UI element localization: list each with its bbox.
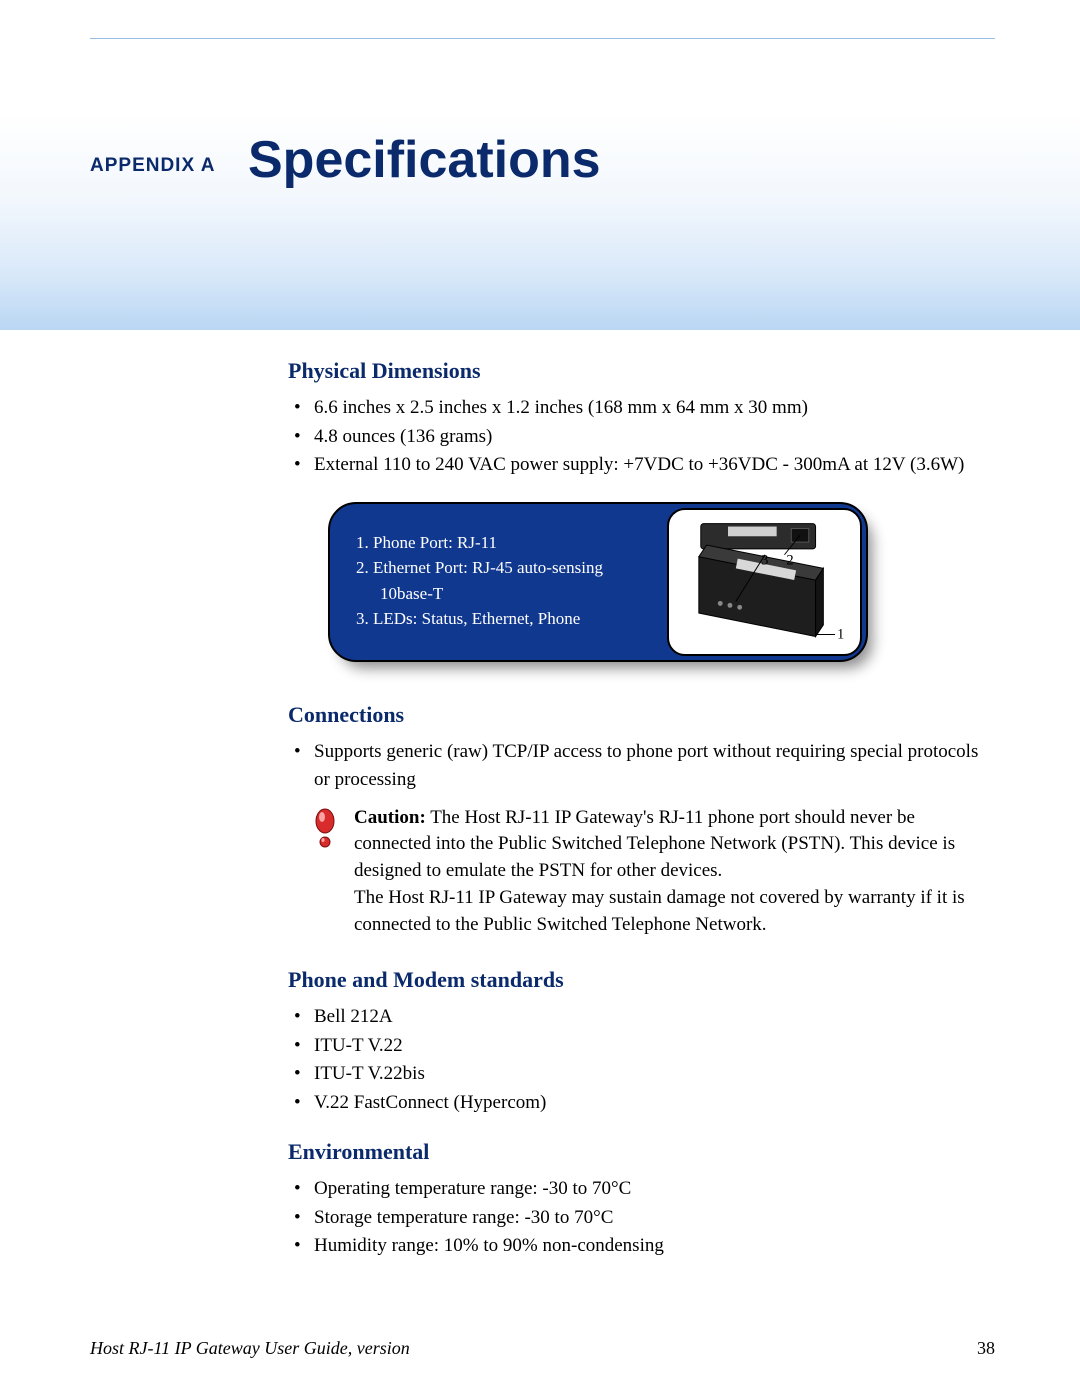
top-rule (90, 38, 995, 39)
callout-2: 2 (786, 552, 793, 568)
content-area: Physical Dimensions 6.6 inches x 2.5 inc… (288, 358, 990, 1283)
device-photo: 1 2 3 (667, 508, 862, 656)
caution-label: Caution: (354, 807, 426, 828)
appendix-title: Specifications (248, 130, 601, 190)
footer: Host RJ-11 IP Gateway User Guide, versio… (90, 1338, 995, 1359)
connections-list: Supports generic (raw) TCP/IP access to … (288, 738, 990, 795)
list-item: 4.8 ounces (136 grams) (288, 423, 990, 452)
list-item: ITU-T V.22bis (288, 1060, 990, 1089)
callout-3: 3 (761, 552, 768, 568)
list-item: Supports generic (raw) TCP/IP access to … (288, 738, 990, 795)
caution-body-1: The Host RJ-11 IP Gateway's RJ-11 phone … (354, 807, 955, 882)
figure-legend-item: 3. LEDs: Status, Ethernet, Phone (356, 606, 646, 632)
figure-legend-item: 1. Phone Port: RJ-11 (356, 530, 646, 556)
physical-list: 6.6 inches x 2.5 inches x 1.2 inches (16… (288, 394, 990, 480)
caution-icon (310, 805, 340, 940)
heading-physical-dimensions: Physical Dimensions (288, 358, 990, 384)
list-item: 6.6 inches x 2.5 inches x 1.2 inches (16… (288, 394, 990, 423)
heading-environmental: Environmental (288, 1139, 990, 1165)
caution-block: Caution: The Host RJ-11 IP Gateway's RJ-… (310, 805, 990, 940)
figure-legend: 1. Phone Port: RJ-11 2. Ethernet Port: R… (356, 530, 646, 632)
device-figure: 1. Phone Port: RJ-11 2. Ethernet Port: R… (328, 502, 868, 672)
callout-1: 1 (837, 626, 844, 642)
footer-page-number: 38 (977, 1338, 995, 1359)
list-item: Operating temperature range: -30 to 70°C (288, 1175, 990, 1204)
appendix-label: APPENDIX A (90, 155, 215, 177)
list-item: Bell 212A (288, 1003, 990, 1032)
heading-connections: Connections (288, 702, 990, 728)
standards-list: Bell 212A ITU-T V.22 ITU-T V.22bis V.22 … (288, 1003, 990, 1117)
caution-text: Caution: The Host RJ-11 IP Gateway's RJ-… (354, 805, 990, 940)
list-item: Humidity range: 10% to 90% non-condensin… (288, 1232, 990, 1261)
environmental-list: Operating temperature range: -30 to 70°C… (288, 1175, 990, 1261)
list-item: External 110 to 240 VAC power supply: +7… (288, 451, 990, 480)
figure-legend-item: 2. Ethernet Port: RJ-45 auto-sensing 10b… (356, 555, 646, 606)
footer-doc-title: Host RJ-11 IP Gateway User Guide, versio… (90, 1338, 410, 1359)
list-item: V.22 FastConnect (Hypercom) (288, 1089, 990, 1118)
list-item: Storage temperature range: -30 to 70°C (288, 1204, 990, 1233)
heading-standards: Phone and Modem standards (288, 967, 990, 993)
list-item: ITU-T V.22 (288, 1032, 990, 1061)
caution-body-2: The Host RJ-11 IP Gateway may sustain da… (354, 887, 965, 935)
